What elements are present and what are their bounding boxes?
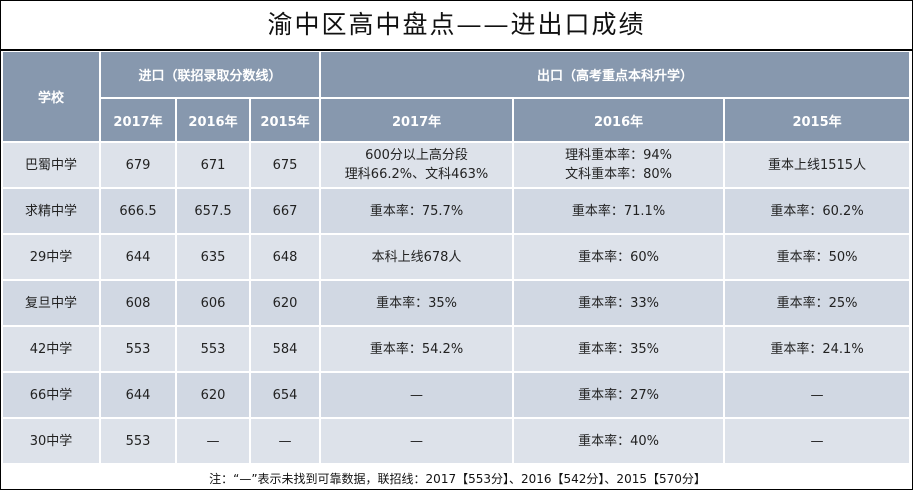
school-name-cell: 30中学 — [3, 419, 101, 465]
exit-2016-cell: 重本率：35% — [514, 327, 726, 373]
cell-line: 理科重本率：94% — [565, 148, 672, 163]
school-name-cell: 42中学 — [3, 327, 101, 373]
header-entry: 进口（联招录取分数线） — [101, 52, 322, 99]
header-entry-2016: 2016年 — [177, 99, 251, 143]
exit-2016-cell: 重本率：33% — [514, 281, 726, 327]
exit-2015-cell: 重本上线1515人 — [725, 143, 912, 189]
cell-line: 重本上线1515人 — [767, 157, 867, 173]
entry-2017-cell: 644 — [101, 373, 177, 419]
header-exit-2015: 2015年 — [725, 99, 912, 143]
entry-2016-cell: 635 — [177, 235, 251, 281]
school-score-table: 学校 进口（联招录取分数线） 出口（高考重点本科升学） 2017年 2016年 … — [3, 52, 912, 465]
entry-2015-cell: 654 — [251, 373, 322, 419]
exit-2017-cell: 600分以上高分段理科66.2%、文科463% — [321, 143, 515, 189]
entry-2017-cell: 553 — [101, 327, 177, 373]
footnote: 注：“—”表示未找到可靠数据，联招线：2017【553分】、2016【542分】… — [209, 472, 706, 486]
exit-2015-cell: 重本率：24.1% — [725, 327, 912, 373]
exit-2017-cell: 本科上线678人 — [321, 235, 515, 281]
entry-2016-cell: 671 — [177, 143, 251, 189]
cell-line: 重本率：50% — [776, 249, 858, 265]
table-row: 复旦中学 608 606 620 重本率：35% 重本率：33% 重本率：25% — [3, 281, 912, 327]
cell-line: 重本率：24.1% — [770, 341, 864, 357]
exit-2015-cell: 重本率：25% — [725, 281, 912, 327]
entry-2015-cell: 667 — [251, 189, 322, 235]
exit-2017-cell: 重本率：75.7% — [321, 189, 515, 235]
exit-2016-cell: 理科重本率：94% 文科重本率：80% — [514, 143, 726, 189]
cell-line: — — [810, 387, 824, 403]
entry-2015-cell: 584 — [251, 327, 322, 373]
school-name-cell: 29中学 — [3, 235, 101, 281]
exit-2017-cell: — — [321, 419, 515, 465]
exit-2017-cell: — — [321, 373, 515, 419]
header-exit-2017: 2017年 — [321, 99, 515, 143]
exit-2016-cell: 重本率：27% — [514, 373, 726, 419]
exit-2015-cell: — — [725, 373, 912, 419]
cell-line: 重本率：40% — [578, 433, 659, 449]
entry-2015-cell: 648 — [251, 235, 322, 281]
entry-2016-cell: — — [177, 419, 251, 465]
cell-line: 重本率：54.2% — [369, 341, 464, 357]
cell-line: 重本率：75.7% — [369, 203, 464, 219]
entry-2016-cell: 657.5 — [177, 189, 251, 235]
table-row: 巴蜀中学 679 671 675 600分以上高分段 理科66.2%、文科463% 理科重本… — [3, 143, 912, 189]
header-school: 学校 — [3, 52, 101, 143]
cell-line: 文科重本率：80% — [565, 167, 672, 182]
entry-2016-cell: 553 — [177, 327, 251, 373]
entry-2016-cell: 620 — [177, 373, 251, 419]
cell-line: — — [410, 433, 424, 449]
entry-2017-cell: 608 — [101, 281, 177, 327]
cell-line: 重本率：60% — [578, 249, 659, 265]
exit-2017-cell: 重本率：54.2% — [321, 327, 515, 373]
table-row: 29中学 644 635 648 本科上线678人 重本率：60% 重本率：50% — [3, 235, 912, 281]
cell-line: 重本率：71.1% — [571, 203, 666, 219]
entry-2017-cell: 644 — [101, 235, 177, 281]
cell-line: 理科66.2%、文科463% — [344, 167, 489, 182]
header-entry-2015: 2015年 — [251, 99, 322, 143]
exit-2015-cell: 重本率：60.2% — [725, 189, 912, 235]
header-exit-2016: 2016年 — [514, 99, 726, 143]
entry-2017-cell: 553 — [101, 419, 177, 465]
exit-2015-cell: 重本率：50% — [725, 235, 912, 281]
cell-line: 重本率：60.2% — [770, 203, 864, 219]
cell-line: 本科上线678人 — [371, 249, 462, 265]
cell-line: 重本率：35% — [376, 295, 457, 311]
table-row: 42中学 553 553 584 重本率：54.2% 重本率：35% 重本率：24.1% — [3, 327, 912, 373]
exit-2016-cell: 重本率：60% — [514, 235, 726, 281]
cell-line: — — [410, 387, 424, 403]
header-exit: 出口（高考重点本科升学） — [321, 52, 912, 99]
exit-2016-cell: 重本率：40% — [514, 419, 726, 465]
cell-line: 重本率：35% — [578, 341, 659, 357]
exit-2017-cell: 重本率：35% — [321, 281, 515, 327]
table-body: 巴蜀中学 679 671 675 600分以上高分段 理科66.2%、文科463% 理科重本… — [3, 143, 912, 465]
table-row: 66中学 644 620 654 — 重本率：27% — — [3, 373, 912, 419]
entry-2016-cell: 606 — [177, 281, 251, 327]
entry-2015-cell: — — [251, 419, 322, 465]
entry-2017-cell: 679 — [101, 143, 177, 189]
cell-line: 重本率：33% — [578, 295, 659, 311]
entry-2015-cell: 620 — [251, 281, 322, 327]
school-name-cell: 巴蜀中学 — [3, 143, 101, 189]
entry-2015-cell: 675 — [251, 143, 322, 189]
cell-line: 600分以上高分段 — [365, 148, 468, 163]
cell-line: 重本率：27% — [578, 387, 659, 403]
exit-2015-cell: — — [725, 419, 912, 465]
exit-2016-cell: 重本率：71.1% — [514, 189, 726, 235]
school-name-cell: 66中学 — [3, 373, 101, 419]
entry-2017-cell: 666.5 — [101, 189, 177, 235]
cell-line: 重本率：25% — [776, 295, 858, 311]
school-name-cell: 求精中学 — [3, 189, 101, 235]
page-title: 渝中区高中盘点——进出口成绩 — [1, 1, 912, 51]
cell-line: — — [810, 433, 824, 449]
table-row: 求精中学 666.5 657.5 667 重本率：75.7% 重本率：71.1% 重本率：6… — [3, 189, 912, 235]
header-entry-2017: 2017年 — [101, 99, 177, 143]
table-row: 30中学 553— — — 重本率：40% — — [3, 419, 912, 465]
school-name-cell: 复旦中学 — [3, 281, 101, 327]
